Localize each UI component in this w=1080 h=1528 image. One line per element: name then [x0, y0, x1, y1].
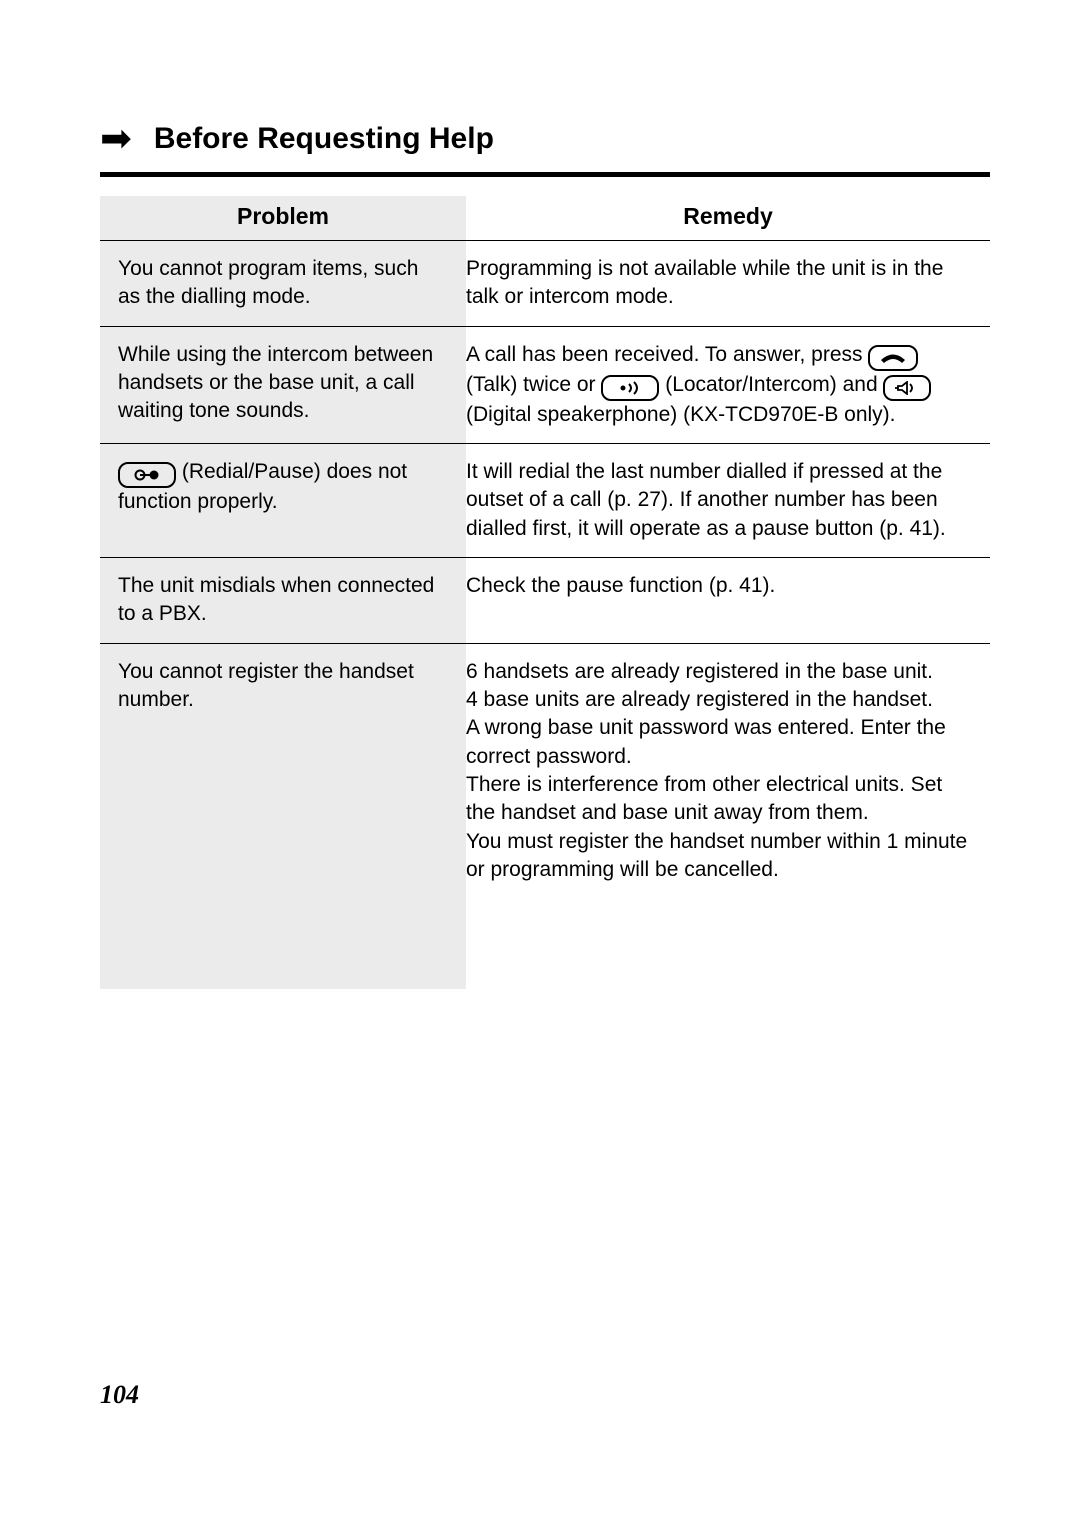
- remedy-cell: 6 handsets are already registered in the…: [466, 658, 974, 885]
- table-row: (Redial/Pause) does not function properl…: [100, 444, 990, 558]
- problem-cell: The unit misdials when connected to a PB…: [118, 572, 466, 629]
- page-number: 104: [100, 1380, 139, 1410]
- locator-intercom-button-icon: [601, 375, 659, 401]
- redial-pause-button-icon: [118, 462, 176, 488]
- col-header-remedy: Remedy: [466, 203, 990, 230]
- table-header-row: Problem Remedy: [100, 195, 990, 241]
- remedy-cell: A call has been received. To answer, pre…: [466, 341, 974, 429]
- problem-cell: (Redial/Pause) does not function properl…: [118, 458, 466, 543]
- section-header: ➡ Before Requesting Help: [100, 120, 990, 158]
- problem-cell: While using the intercom between handset…: [118, 341, 466, 429]
- remedy-text: (Talk) twice or: [466, 373, 601, 396]
- section-title: Before Requesting Help: [154, 122, 494, 156]
- remedy-text: A call has been received. To answer, pre…: [466, 343, 868, 366]
- problem-cell: You cannot register the handset number.: [118, 658, 466, 885]
- remedy-cell: Check the pause function (p. 41).: [466, 572, 974, 629]
- table-row: You cannot program items, such as the di…: [100, 241, 990, 327]
- arrow-icon: ➡: [100, 120, 132, 158]
- troubleshoot-table: Problem Remedy You cannot program items,…: [100, 177, 990, 899]
- remedy-cell: It will redial the last number dialled i…: [466, 458, 974, 543]
- col-header-problem: Problem: [100, 203, 466, 230]
- problem-cell: You cannot program items, such as the di…: [118, 255, 466, 312]
- page: ➡ Before Requesting Help Problem Remedy …: [0, 0, 1080, 1528]
- remedy-text: (Digital speakerphone) (KX-TCD970E-B onl…: [466, 403, 896, 426]
- talk-button-icon: [868, 345, 918, 371]
- table-row: You cannot register the handset number. …: [100, 644, 990, 899]
- table-row: The unit misdials when connected to a PB…: [100, 558, 990, 644]
- remedy-text: (Locator/Intercom) and: [665, 373, 883, 396]
- remedy-cell: Programming is not available while the u…: [466, 255, 974, 312]
- header-rule: [100, 172, 990, 177]
- digital-speakerphone-button-icon: [883, 375, 931, 401]
- table-row: While using the intercom between handset…: [100, 327, 990, 444]
